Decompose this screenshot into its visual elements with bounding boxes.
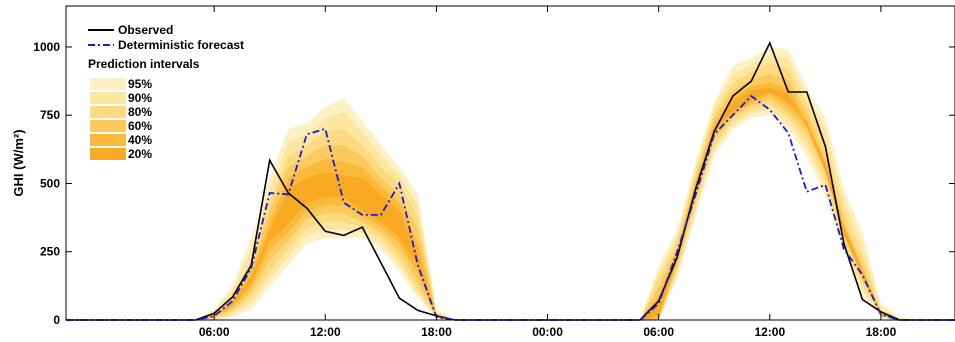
legend-swatch-20-pct	[90, 148, 126, 160]
band-60-pct	[66, 74, 955, 320]
y-axis-label: GHI (W/m²)	[11, 129, 26, 196]
legend-swatch-60-pct	[90, 120, 126, 132]
y-tick-label: 0	[53, 313, 60, 327]
legend-intervals-title: Prediction intervals	[88, 57, 200, 71]
legend-swatch-80-pct	[90, 106, 126, 118]
legend-swatch-90-pct	[90, 92, 126, 104]
prediction-interval-bands	[66, 47, 955, 321]
x-tick-label: 12:00	[754, 325, 785, 339]
plot-frame	[65, 5, 955, 321]
legend-label: 40%	[128, 133, 152, 147]
legend-swatch-40-pct	[90, 134, 126, 146]
legend-label: Deterministic forecast	[118, 38, 244, 52]
x-tick-label: 06:00	[643, 325, 674, 339]
legend-label: 20%	[128, 147, 152, 161]
x-tick-label: 18:00	[866, 325, 897, 339]
x-tick-label: 12:00	[310, 325, 341, 339]
legend-label: 60%	[128, 119, 152, 133]
x-tick-label: 00:00	[532, 325, 563, 339]
axis-ticks: 0 250 500 750 1000 06:00 12:00 18:00 00:00 06:00 1…	[33, 6, 955, 339]
y-tick-label: 500	[40, 176, 60, 190]
x-tick-label: 06:00	[199, 325, 230, 339]
legend-label: 80%	[128, 105, 152, 119]
band-90-pct	[66, 55, 955, 320]
legend-swatch-95-pct	[90, 78, 126, 90]
legend-label: Observed	[118, 23, 173, 37]
band-80-pct	[66, 63, 955, 321]
legend-label: 95%	[128, 77, 152, 91]
band-95-pct	[66, 47, 955, 320]
y-tick-label: 750	[40, 108, 60, 122]
y-tick-label: 1000	[33, 40, 60, 54]
y-tick-label: 250	[40, 245, 60, 259]
x-tick-label: 18:00	[421, 325, 452, 339]
legend-label: 90%	[128, 91, 152, 105]
